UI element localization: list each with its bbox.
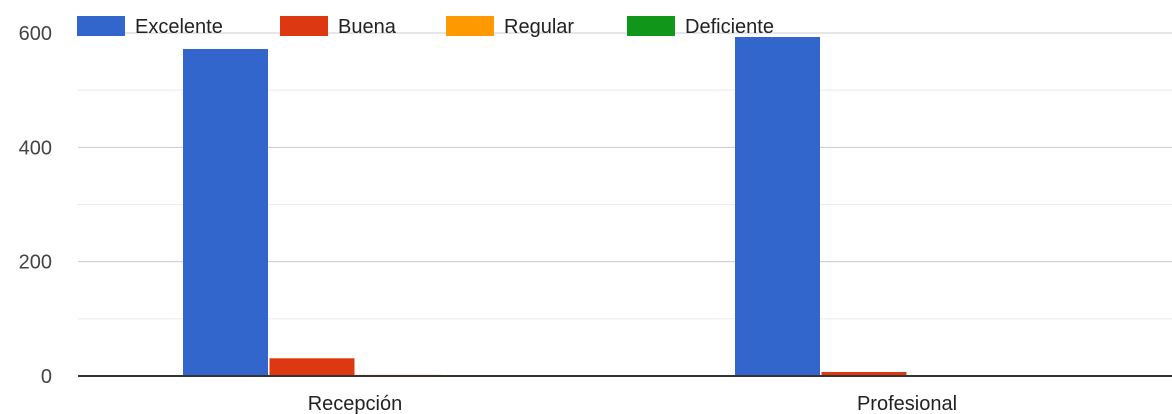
bar-buena-recepcion[interactable] [269,358,355,376]
legend-item-deficiente[interactable]: Deficiente [627,16,774,38]
legend-label: Regular [504,16,574,38]
legend-label: Excelente [135,16,223,38]
legend-item-excelente[interactable]: Excelente [77,16,223,38]
y-tick-label: 600 [19,23,52,45]
legend[interactable]: Excelente Buena Regular Deficiente [77,16,774,38]
legend-swatch [280,16,328,36]
legend-label: Deficiente [685,16,774,38]
x-category-label: Profesional [857,393,957,414]
bar-excelente-profesional[interactable] [735,37,820,376]
y-tick-label: 0 [41,366,52,388]
x-category-label: Recepción [308,393,403,414]
legend-item-regular[interactable]: Regular [446,16,574,38]
bar-excelente-recepcion[interactable] [183,49,268,377]
x-axis-categories: Recepción Profesional [308,393,957,414]
y-tick-label: 400 [19,137,52,159]
legend-swatch [627,16,675,36]
legend-item-buena[interactable]: Buena [280,16,397,38]
bar-buena-profesional[interactable] [821,371,907,376]
legend-swatch [446,16,494,36]
y-axis-ticks: 0 200 400 600 [19,23,52,388]
legend-label: Buena [338,16,397,38]
legend-swatch [77,16,125,36]
bars [183,37,1080,377]
y-tick-label: 200 [19,252,52,274]
